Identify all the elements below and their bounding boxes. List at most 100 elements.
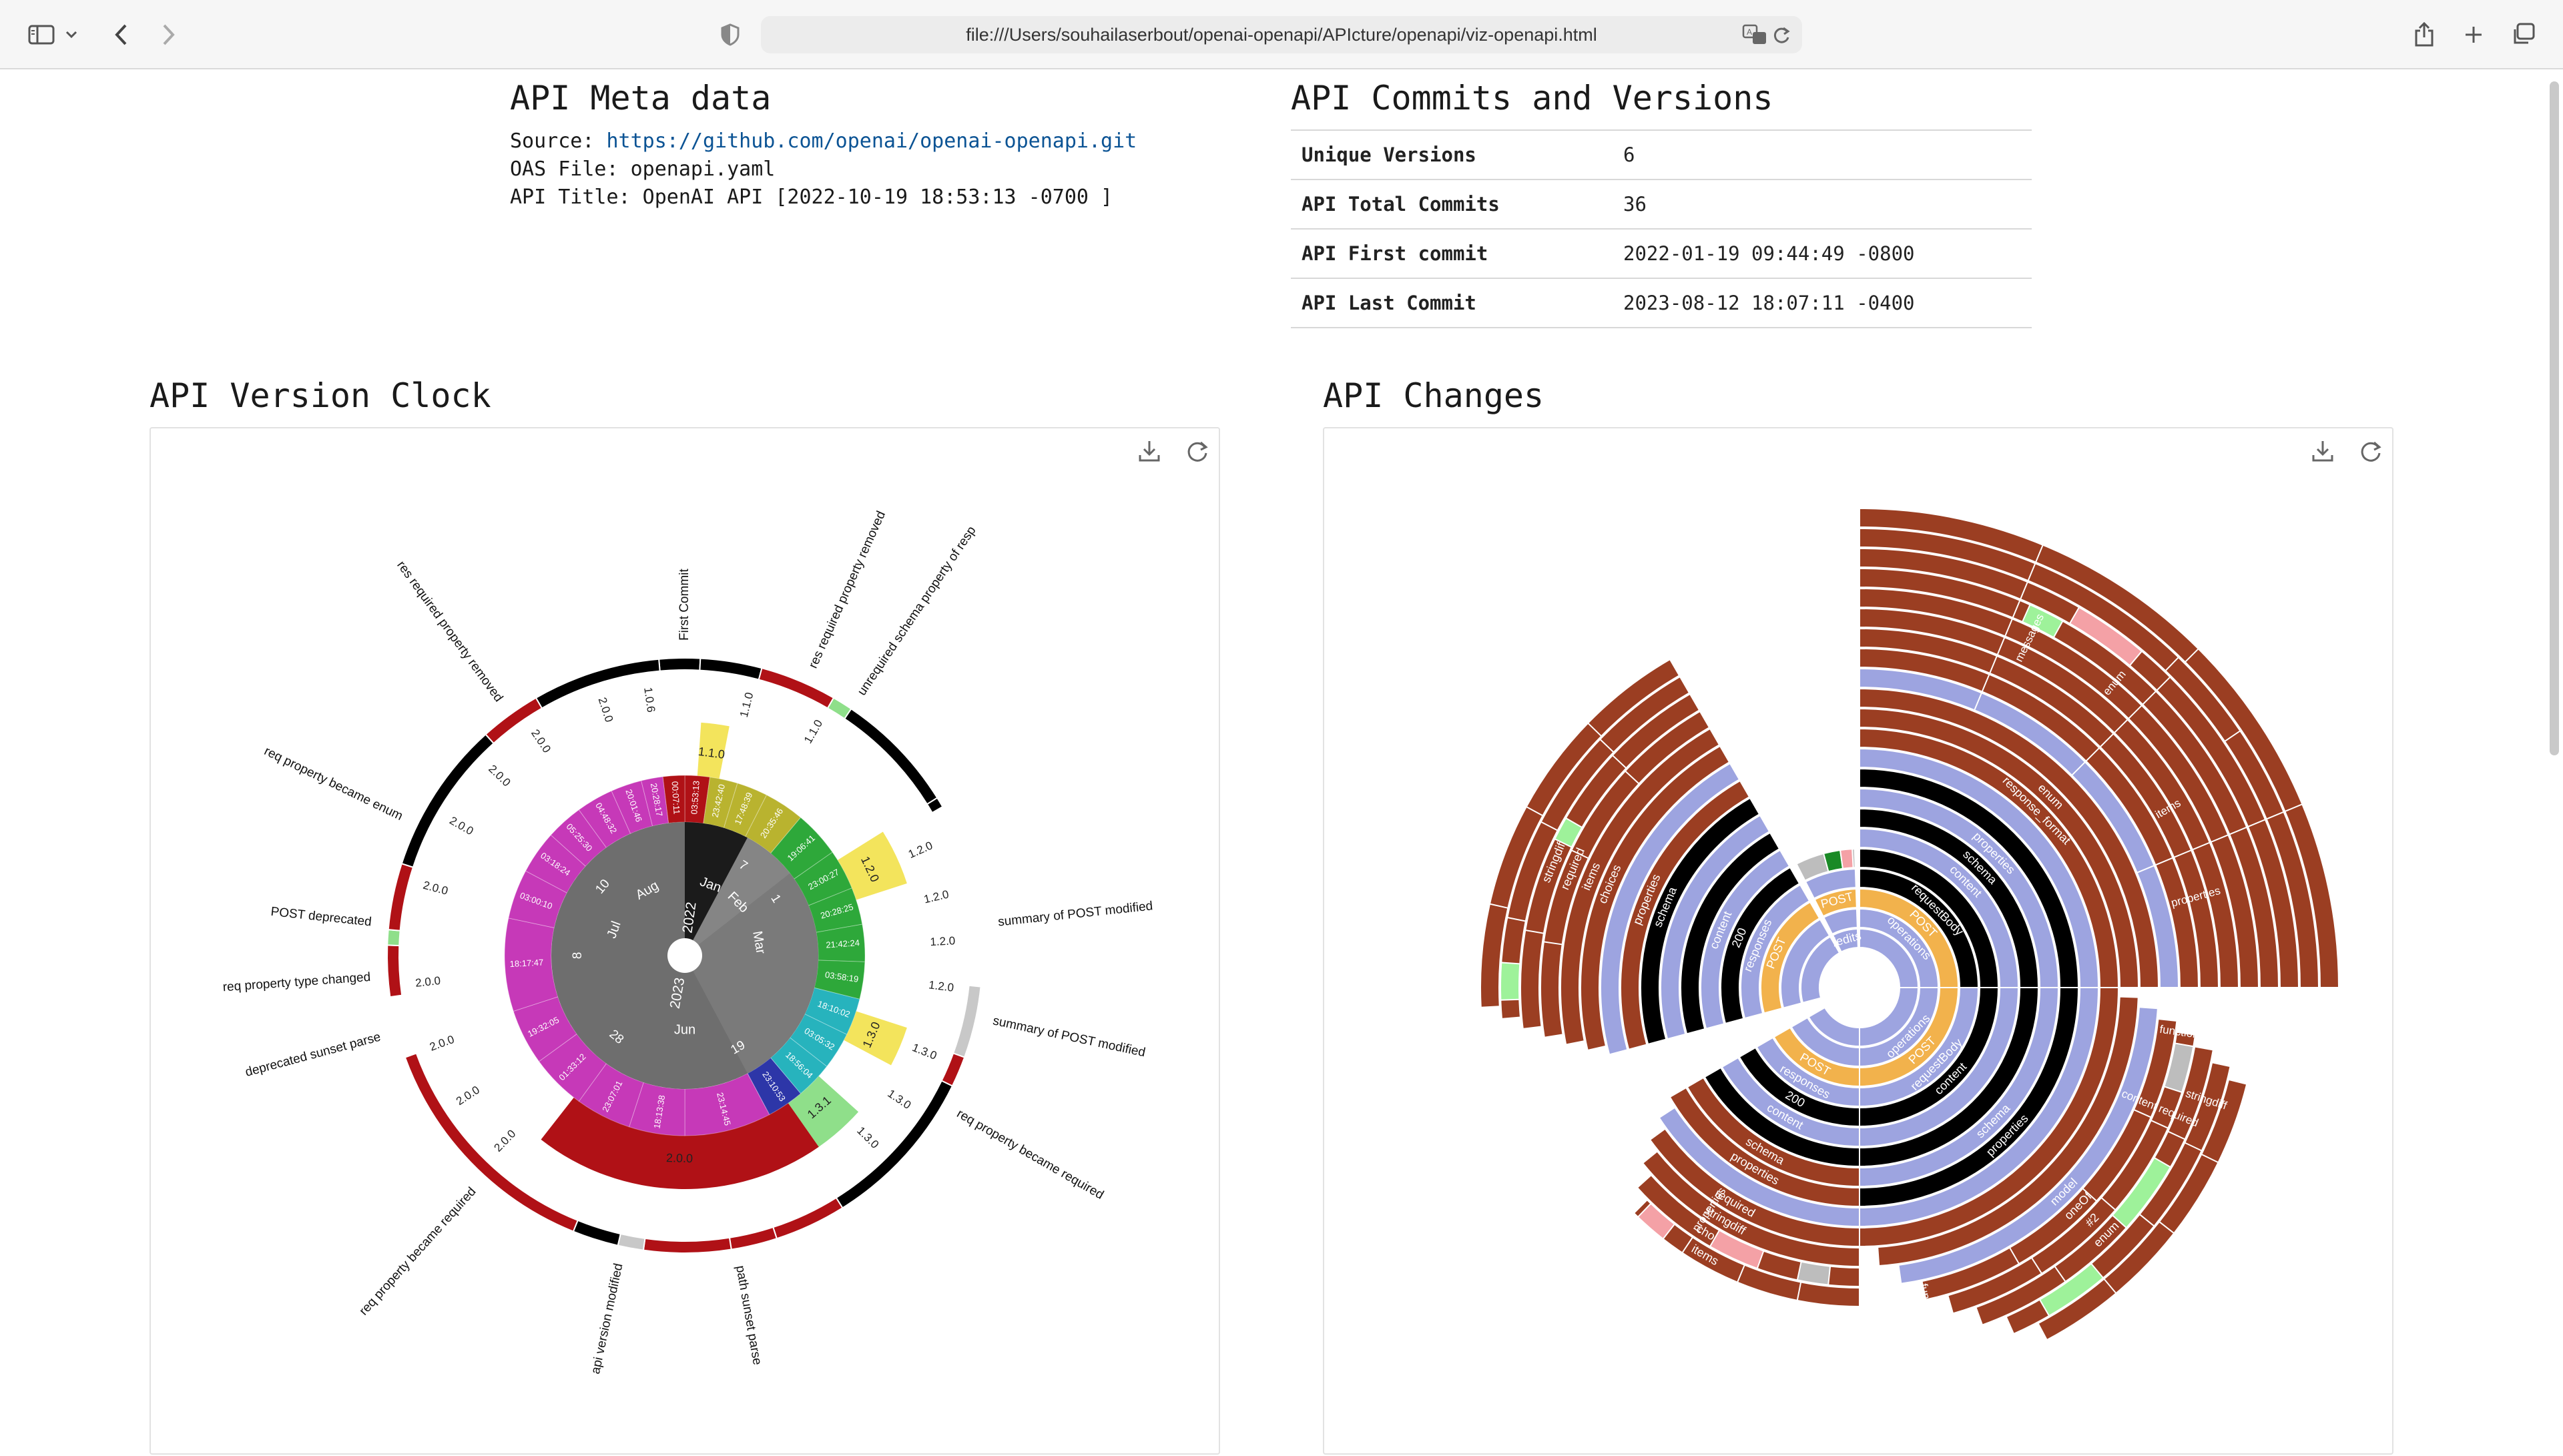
api-title-line: API Title: OpenAI API [2022-10-19 18:53:… bbox=[510, 186, 1113, 209]
outer-ring-segment bbox=[699, 657, 763, 681]
sunburst-arc bbox=[1921, 1018, 2178, 1301]
arc-divider bbox=[1543, 941, 1562, 946]
arc-divider bbox=[2035, 544, 2044, 563]
new-tab-icon[interactable] bbox=[2458, 19, 2490, 51]
sunburst-arc bbox=[1859, 547, 2300, 988]
clock-title: API Version Clock bbox=[150, 376, 491, 415]
table-row: API First commit 2022-01-19 09:44:49 -080… bbox=[1291, 228, 2032, 278]
forward-icon[interactable] bbox=[152, 19, 184, 51]
reset-icon[interactable] bbox=[2355, 435, 2387, 467]
outer-ring-segment bbox=[400, 733, 495, 869]
sunburst-arc bbox=[1540, 710, 1711, 1038]
ring-version-label: 1.2.0 bbox=[922, 887, 950, 905]
ring-version-label: 1.0.6 bbox=[641, 687, 657, 713]
wedge-version-label: 2.0.0 bbox=[666, 1151, 693, 1165]
shield-icon[interactable] bbox=[714, 19, 746, 51]
ring-version-label: 1.3.0 bbox=[910, 1041, 938, 1062]
dial-wedge bbox=[685, 822, 748, 956]
arc-divider bbox=[1681, 1236, 1693, 1253]
arc-divider bbox=[2012, 600, 2021, 619]
page-scrollbar[interactable] bbox=[2550, 81, 2559, 755]
arc-divider bbox=[2167, 1130, 2186, 1140]
arc-divider bbox=[2185, 648, 2199, 663]
arc-divider bbox=[1974, 693, 1982, 711]
arc-divider bbox=[1489, 903, 1508, 909]
source-link[interactable]: https://github.com/openai/openai-openapi… bbox=[606, 129, 1137, 153]
sunburst-arc bbox=[1859, 607, 2240, 988]
svg-text:A: A bbox=[1747, 27, 1752, 37]
download-icon[interactable] bbox=[1133, 435, 1165, 467]
share-icon[interactable] bbox=[2408, 19, 2440, 51]
sunburst-arc bbox=[1859, 507, 2340, 988]
row-value: 2022-01-19 09:44:49 -0800 bbox=[1613, 228, 2032, 278]
sunburst-arc bbox=[2037, 1078, 2248, 1341]
annotation-label: req property became enum bbox=[262, 744, 404, 823]
meta-title: API Meta data bbox=[510, 79, 772, 117]
sunburst-arc bbox=[1780, 918, 1831, 1009]
address-bar[interactable]: file:///Users/souhailaserbout/openai-ope… bbox=[761, 16, 1802, 53]
tab-overview-icon[interactable] bbox=[2507, 19, 2539, 51]
ring-version-label: 2.0.0 bbox=[428, 1033, 456, 1054]
arc-divider bbox=[2114, 719, 2128, 733]
outer-ring-segment bbox=[535, 658, 661, 709]
arc-divider bbox=[1981, 674, 1990, 692]
arc-divider bbox=[1587, 722, 1602, 737]
outer-ring-segment bbox=[642, 1236, 732, 1254]
sidebar-toggle-icon[interactable] bbox=[25, 19, 57, 51]
url-text[interactable]: file:///Users/souhailaserbout/openai-ope… bbox=[966, 25, 1597, 45]
accent-arc bbox=[1796, 1260, 1831, 1286]
sunburst-arc bbox=[1700, 849, 1791, 1030]
arc-divider bbox=[1996, 637, 2006, 655]
sunburst-arc bbox=[1831, 928, 1859, 953]
annotation-label: api version modified bbox=[589, 1262, 626, 1375]
arc-divider bbox=[1737, 1264, 1745, 1283]
sunburst-arc bbox=[1859, 587, 2260, 988]
annotation-label: res required property removed bbox=[806, 509, 888, 671]
reload-icon[interactable] bbox=[1771, 24, 1791, 48]
sunburst-arc bbox=[1800, 936, 1841, 1004]
sunburst-arc bbox=[1660, 814, 1771, 1040]
sunburst-arc bbox=[1680, 831, 1781, 1035]
sunburst-arc bbox=[1859, 647, 2200, 988]
arc-divider bbox=[1989, 655, 1998, 674]
sunburst-arc bbox=[1947, 1031, 2197, 1315]
back-icon[interactable] bbox=[105, 19, 137, 51]
row-key: API First commit bbox=[1291, 228, 1613, 278]
sunburst-arc bbox=[1703, 1066, 1860, 1168]
ring-version-label: 1.3.0 bbox=[885, 1087, 913, 1112]
row-key: API Last Commit bbox=[1291, 278, 1613, 328]
translate-icon[interactable]: A bbox=[1742, 23, 1767, 49]
outer-ring-segment bbox=[386, 944, 403, 998]
arc-divider bbox=[2266, 811, 2285, 820]
sunburst-arc bbox=[1721, 1056, 1860, 1148]
accent-arc bbox=[1709, 1229, 1765, 1270]
arc-divider bbox=[1525, 929, 1544, 934]
browser-toolbar: file:///Users/souhailaserbout/openai-ope… bbox=[0, 0, 2563, 69]
version-wedge bbox=[697, 722, 730, 785]
download-icon[interactable] bbox=[2307, 435, 2339, 467]
ring-version-label: 2.0.0 bbox=[447, 814, 475, 837]
arc-divider bbox=[1507, 917, 1526, 922]
annotation-label: req property type changed bbox=[222, 970, 371, 994]
ring-version-label: 2.0.0 bbox=[529, 727, 553, 755]
clock-group: 1.1.01.2.01.3.01.3.12.0.01.0.6 1.1.01.1.0… bbox=[222, 509, 1153, 1375]
outer-ring-segment bbox=[940, 1052, 966, 1087]
source-line: Source: https://github.com/openai/openai… bbox=[510, 129, 1137, 153]
sunburst-arc bbox=[1649, 1128, 1860, 1248]
sunburst-arc bbox=[1898, 1006, 2159, 1285]
arc-divider bbox=[2184, 1142, 2203, 1152]
chevron-down-icon[interactable] bbox=[61, 19, 81, 51]
sunburst-arc bbox=[1640, 797, 1761, 1046]
oas-file-line: OAS File: openapi.yaml bbox=[510, 157, 776, 181]
annotation-label: unrequired schema property of resp bbox=[855, 524, 979, 698]
outer-ring-segment bbox=[658, 657, 701, 672]
annotation-label: path sunset parse bbox=[733, 1264, 764, 1366]
reset-icon[interactable] bbox=[1181, 435, 1213, 467]
sunburst-arc bbox=[1669, 1086, 1860, 1208]
row-key: API Total Commits bbox=[1291, 179, 1613, 229]
outer-ring-segment bbox=[572, 1219, 621, 1246]
sunburst-arc bbox=[1600, 762, 1741, 1056]
outer-ring-segment bbox=[926, 797, 944, 814]
outer-ring-gap bbox=[405, 676, 964, 1235]
arc-divider bbox=[1540, 821, 1558, 831]
